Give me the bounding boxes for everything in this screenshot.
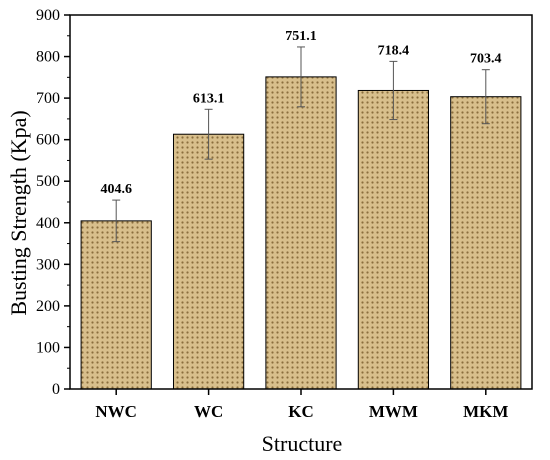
data-label: 703.4	[470, 52, 502, 67]
data-label: 718.4	[378, 43, 410, 58]
data-label: 751.1	[285, 29, 317, 44]
x-tick-label: MWM	[369, 402, 418, 421]
bar-wc	[172, 133, 245, 390]
y-tick-label: 200	[36, 298, 60, 315]
x-tick-label: WC	[194, 402, 223, 421]
data-label: 404.6	[100, 182, 132, 197]
x-tick-label: MKM	[463, 402, 508, 421]
y-tick-label: 900	[36, 7, 60, 24]
error-bars-layer	[112, 46, 490, 243]
x-tick-label: NWC	[95, 402, 137, 421]
bar-kc	[265, 76, 337, 390]
y-tick-label: 0	[52, 381, 60, 398]
x-tick-label: KC	[288, 402, 314, 421]
bar-mwm	[357, 89, 430, 390]
data-label: 613.1	[193, 91, 225, 106]
y-tick-label: 300	[36, 256, 60, 273]
bar-mkm	[450, 96, 522, 390]
y-tick-label: 800	[36, 49, 60, 66]
axes-layer: NWC WC KC MWM MKM 0 100 200 300 400 500 600 700 800 90…	[36, 7, 533, 421]
y-tick-label: 100	[36, 339, 60, 356]
x-axis-title: Structure	[262, 431, 343, 456]
y-tick-label: 700	[36, 90, 60, 107]
bars-layer	[80, 76, 522, 390]
plot-frame	[69, 14, 533, 390]
y-axis-title: Busting Strength (Kpa)	[6, 110, 31, 315]
y-tick-label: 500	[36, 173, 60, 190]
y-tick-label: 400	[36, 215, 60, 232]
bar-nwc	[80, 220, 152, 390]
data-labels-layer: 404.6 613.1 751.1 718.4 703.4	[100, 29, 501, 197]
y-tick-label: 600	[36, 132, 60, 149]
